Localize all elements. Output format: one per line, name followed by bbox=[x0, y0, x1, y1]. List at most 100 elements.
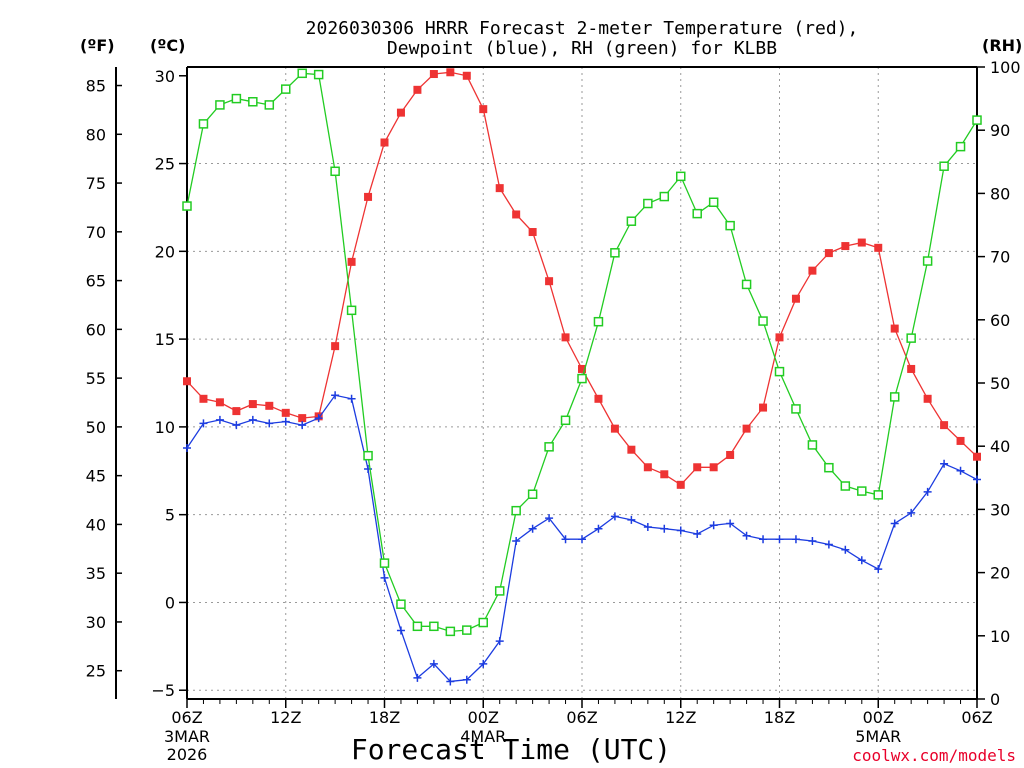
temperature-point bbox=[693, 463, 702, 472]
temperature-point bbox=[380, 138, 389, 147]
dewpoint-point bbox=[742, 531, 751, 540]
dewpoint-point bbox=[594, 524, 603, 533]
rh-tick-label: 80 bbox=[990, 184, 1010, 203]
rh-point bbox=[346, 305, 357, 316]
rh-point bbox=[840, 481, 851, 491]
x-tick-label: 00Z bbox=[468, 708, 499, 727]
x-date-label: 5MAR bbox=[855, 727, 901, 746]
dewpoint-point bbox=[808, 537, 817, 545]
temperature-point bbox=[973, 452, 981, 461]
rh-point bbox=[889, 392, 900, 402]
rh-point bbox=[544, 442, 554, 452]
x-tick-label: 06Z bbox=[961, 708, 992, 727]
rh-tick-label: 60 bbox=[990, 311, 1010, 330]
rh-point bbox=[873, 490, 883, 500]
dewpoint-point bbox=[923, 487, 932, 496]
celsius-tick-label: 5 bbox=[165, 506, 175, 525]
rh-point bbox=[297, 68, 307, 79]
temperature-point bbox=[265, 401, 274, 410]
dewpoint-point bbox=[824, 540, 833, 549]
dewpoint-point bbox=[973, 475, 981, 484]
temperature-point bbox=[396, 108, 405, 117]
rh-point bbox=[922, 256, 933, 266]
chart-title-line2: Dewpoint (blue), RH (green) for KLBB bbox=[387, 38, 777, 59]
temperature-point bbox=[495, 184, 504, 193]
temperature-point bbox=[726, 450, 735, 459]
x-date-label: 4MAR bbox=[460, 727, 506, 746]
dewpoint-point bbox=[709, 521, 718, 530]
temperature-point bbox=[281, 408, 290, 417]
temperature-point bbox=[413, 85, 422, 94]
dewpoint-point bbox=[561, 535, 570, 544]
rh-point bbox=[248, 97, 258, 107]
celsius-tick-label: 0 bbox=[165, 593, 175, 612]
temperature-point bbox=[215, 398, 224, 407]
x-tick-label: 18Z bbox=[369, 708, 400, 727]
temperature-point bbox=[364, 192, 373, 201]
temperature-point bbox=[183, 377, 191, 386]
fahrenheit-unit-label: (ºF) bbox=[80, 36, 115, 55]
rh-point bbox=[692, 208, 702, 219]
rh-point bbox=[494, 586, 505, 596]
rh-unit-label: (RH) bbox=[982, 36, 1022, 55]
dewpoint-point bbox=[940, 459, 949, 468]
rh-point bbox=[939, 161, 949, 171]
celsius-tick-label: 30 bbox=[155, 67, 175, 86]
temperature-point bbox=[610, 424, 619, 433]
dewpoint-point bbox=[693, 529, 702, 538]
temperature-point bbox=[759, 403, 768, 412]
temperature-point bbox=[907, 364, 916, 373]
rh-point bbox=[231, 93, 242, 104]
temperature-point bbox=[462, 71, 471, 80]
x-date-label: 3MAR bbox=[164, 727, 210, 746]
temperature-point bbox=[775, 333, 784, 342]
dewpoint-point bbox=[298, 421, 307, 430]
dewpoint-point bbox=[429, 659, 438, 668]
temperature-point bbox=[446, 68, 455, 77]
dewpoint-point bbox=[874, 565, 883, 574]
temperature-point bbox=[791, 294, 800, 303]
fahrenheit-tick-label: 45 bbox=[86, 467, 106, 486]
dewpoint-point bbox=[610, 512, 619, 521]
rh-point bbox=[659, 191, 670, 202]
dewpoint-point bbox=[462, 675, 471, 684]
rh-tick-label: 20 bbox=[990, 564, 1010, 583]
rh-point bbox=[478, 617, 488, 628]
rh-point bbox=[396, 599, 406, 609]
rh-point bbox=[955, 141, 966, 152]
dewpoint-point bbox=[215, 415, 224, 424]
temperature-point bbox=[627, 445, 636, 454]
fahrenheit-tick-label: 55 bbox=[86, 369, 106, 388]
temperature-point bbox=[232, 407, 241, 416]
axes: −5 0 5 10 15 20 25 30 25 30 35 40 45 50 55 60 65 70 75 80 85… bbox=[86, 58, 1021, 764]
dewpoint-point bbox=[890, 519, 899, 528]
dewpoint-point bbox=[446, 677, 455, 686]
rh-point bbox=[972, 115, 982, 125]
dewpoint-point bbox=[676, 526, 685, 535]
temperature-point bbox=[248, 400, 257, 409]
x-tick-label: 12Z bbox=[270, 708, 301, 727]
dewpoint-point bbox=[331, 391, 340, 400]
dewpoint-point bbox=[775, 535, 784, 544]
dewpoint-point bbox=[232, 421, 241, 430]
rh-tick-label: 90 bbox=[990, 121, 1010, 140]
temperature-point bbox=[578, 364, 586, 373]
temperature-point bbox=[940, 421, 949, 430]
temperature-point bbox=[808, 266, 817, 275]
dewpoint-point bbox=[726, 519, 735, 528]
celsius-tick-label: 20 bbox=[155, 242, 175, 261]
x-tick-label: 12Z bbox=[665, 708, 696, 727]
dewpoint-point bbox=[528, 524, 537, 533]
temperature-point bbox=[561, 333, 570, 342]
temperature-point bbox=[841, 242, 850, 251]
rh-point bbox=[429, 621, 439, 632]
rh-point bbox=[708, 197, 719, 207]
fahrenheit-tick-label: 80 bbox=[86, 125, 106, 144]
dewpoint-point bbox=[857, 556, 866, 565]
dewpoint-point bbox=[364, 465, 373, 474]
fahrenheit-tick-label: 25 bbox=[86, 662, 106, 681]
temperature-point bbox=[709, 463, 718, 472]
credit-text: coolwx.com/models bbox=[852, 746, 1016, 765]
dewpoint-point bbox=[643, 522, 652, 531]
dewpoint-point bbox=[759, 535, 768, 544]
